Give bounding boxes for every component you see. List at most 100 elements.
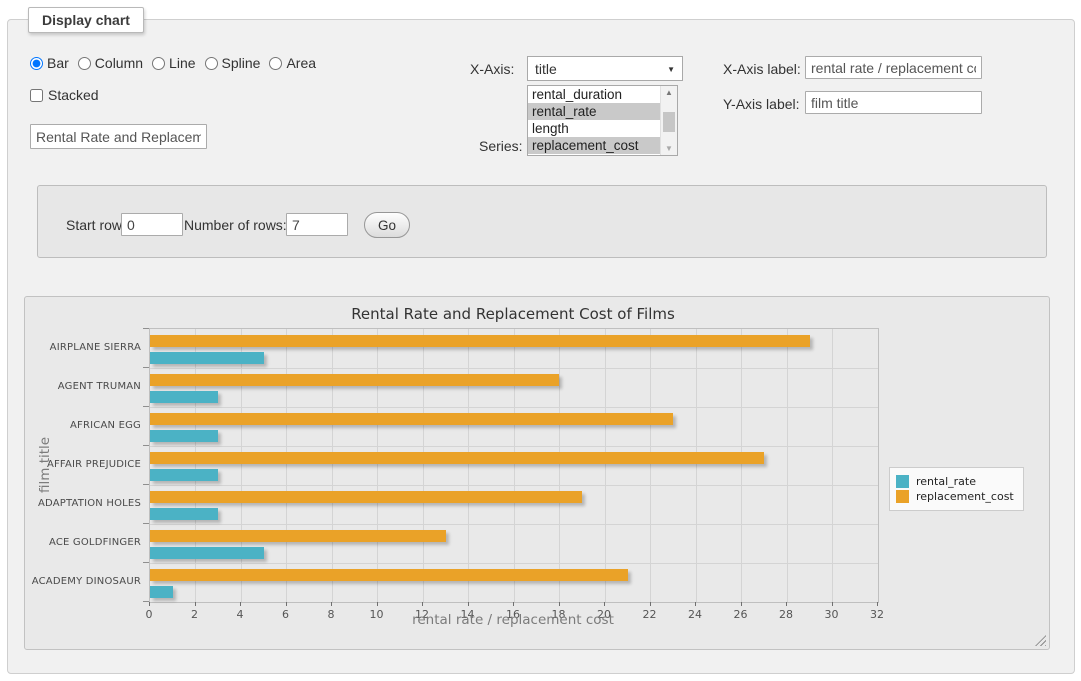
- bar-rental_rate: [150, 352, 264, 364]
- go-button[interactable]: Go: [364, 212, 410, 238]
- bar-replacement_cost: [150, 569, 628, 581]
- x-axis-tick: [832, 602, 833, 606]
- bar-rental_rate: [150, 586, 173, 598]
- gridline-vertical: [195, 329, 196, 602]
- bar-replacement_cost: [150, 413, 673, 425]
- gridline-vertical: [605, 329, 606, 602]
- bar-rental_rate: [150, 391, 218, 403]
- y-axis-tick: [143, 367, 149, 368]
- series-option-rental_rate[interactable]: rental_rate: [528, 103, 661, 120]
- chart-type-radio-label: Area: [286, 55, 316, 71]
- gridline-vertical: [787, 329, 788, 602]
- chart-plot-area: [149, 328, 879, 603]
- chart-type-radio-bar[interactable]: [30, 57, 43, 70]
- gridline-vertical: [332, 329, 333, 602]
- x-axis-tick: [149, 602, 150, 606]
- bar-rental_rate: [150, 508, 218, 520]
- resize-grip-icon[interactable]: [1035, 635, 1046, 646]
- scroll-down-icon[interactable]: ▼: [661, 142, 677, 155]
- x-axis-select[interactable]: title ▼: [527, 56, 683, 81]
- y-axis-tick: [143, 484, 149, 485]
- x-axis-tick: [468, 602, 469, 606]
- gridline-vertical: [468, 329, 469, 602]
- legend-label: replacement_cost: [916, 490, 1014, 503]
- x-axis-tick: [786, 602, 787, 606]
- chart-type-option-line[interactable]: Line: [152, 55, 195, 71]
- chart-type-radio-line[interactable]: [152, 57, 165, 70]
- chart-type-radio-column[interactable]: [78, 57, 91, 70]
- chart-type-radio-label: Spline: [222, 55, 261, 71]
- gridline-horizontal: [150, 368, 878, 369]
- bar-replacement_cost: [150, 491, 582, 503]
- gridline-vertical: [696, 329, 697, 602]
- chart-type-radio-area[interactable]: [269, 57, 282, 70]
- x-axis-tick: [559, 602, 560, 606]
- series-option-replacement_cost[interactable]: replacement_cost: [528, 137, 661, 154]
- series-select-label: Series:: [479, 138, 523, 154]
- row-range-panel: Start row: Number of rows: Go: [37, 185, 1047, 258]
- chart-type-radio-label: Line: [169, 55, 195, 71]
- stacked-label: Stacked: [48, 87, 99, 103]
- series-multiselect[interactable]: rental_durationrental_ratelengthreplacem…: [527, 85, 678, 156]
- y-axis-label-field-label: Y-Axis label:: [723, 96, 800, 112]
- series-option-length[interactable]: length: [528, 120, 661, 137]
- number-of-rows-label: Number of rows:: [184, 217, 287, 233]
- fieldset-legend-title: Display chart: [28, 7, 144, 33]
- chart-legend: rental_rate replacement_cost: [889, 467, 1024, 511]
- bar-replacement_cost: [150, 335, 810, 347]
- gridline-vertical: [423, 329, 424, 602]
- gridline-horizontal: [150, 485, 878, 486]
- stacked-checkbox-row[interactable]: Stacked: [30, 87, 99, 103]
- y-axis-tick: [143, 562, 149, 563]
- scroll-up-icon[interactable]: ▲: [661, 86, 677, 99]
- series-options: rental_durationrental_ratelengthreplacem…: [528, 86, 677, 154]
- legend-label: rental_rate: [916, 475, 976, 488]
- chart-panel: Rental Rate and Replacement Cost of Film…: [24, 296, 1050, 650]
- chart-type-radio-spline[interactable]: [205, 57, 218, 70]
- bar-rental_rate: [150, 469, 218, 481]
- y-axis-tick: [143, 328, 149, 329]
- chart-type-option-spline[interactable]: Spline: [205, 55, 261, 71]
- x-axis-label-input[interactable]: [805, 56, 982, 79]
- chart-type-option-column[interactable]: Column: [78, 55, 143, 71]
- x-axis-tick: [513, 602, 514, 606]
- number-of-rows-input[interactable]: [286, 213, 348, 236]
- start-row-label: Start row:: [66, 217, 126, 233]
- start-row-input[interactable]: [121, 213, 183, 236]
- gridline-horizontal: [150, 563, 878, 564]
- chart-title: Rental Rate and Replacement Cost of Film…: [149, 305, 877, 323]
- x-axis-tick: [331, 602, 332, 606]
- gridline-vertical: [832, 329, 833, 602]
- bar-replacement_cost: [150, 530, 446, 542]
- chart-title-input[interactable]: [30, 124, 207, 149]
- gridline-vertical: [559, 329, 560, 602]
- chart-type-option-bar[interactable]: Bar: [30, 55, 69, 71]
- gridline-vertical: [377, 329, 378, 602]
- gridline-vertical: [241, 329, 242, 602]
- gridline-vertical: [741, 329, 742, 602]
- series-option-rental_duration[interactable]: rental_duration: [528, 86, 661, 103]
- scrollbar-thumb[interactable]: [663, 112, 675, 132]
- x-axis-label-field-label: X-Axis label:: [723, 61, 801, 77]
- chart-type-option-area[interactable]: Area: [269, 55, 316, 71]
- gridline-vertical: [650, 329, 651, 602]
- legend-item: rental_rate: [896, 475, 1014, 488]
- x-axis-tick: [877, 602, 878, 606]
- x-axis-selected-value: title: [535, 61, 557, 77]
- gridline-horizontal: [150, 524, 878, 525]
- x-axis-tick: [695, 602, 696, 606]
- legend-swatch-replacement_cost: [896, 490, 909, 503]
- y-axis-label-input[interactable]: [805, 91, 982, 114]
- stacked-checkbox[interactable]: [30, 89, 43, 102]
- gridline-horizontal: [150, 446, 878, 447]
- chart-type-radio-label: Column: [95, 55, 143, 71]
- y-axis-tick: [143, 523, 149, 524]
- series-scrollbar[interactable]: ▲ ▼: [660, 86, 677, 155]
- bar-rental_rate: [150, 547, 264, 559]
- gridline-vertical: [286, 329, 287, 602]
- legend-swatch-rental_rate: [896, 475, 909, 488]
- gridline-horizontal: [150, 407, 878, 408]
- x-axis-select-label: X-Axis:: [470, 61, 514, 77]
- bar-rental_rate: [150, 430, 218, 442]
- chart-type-radio-label: Bar: [47, 55, 69, 71]
